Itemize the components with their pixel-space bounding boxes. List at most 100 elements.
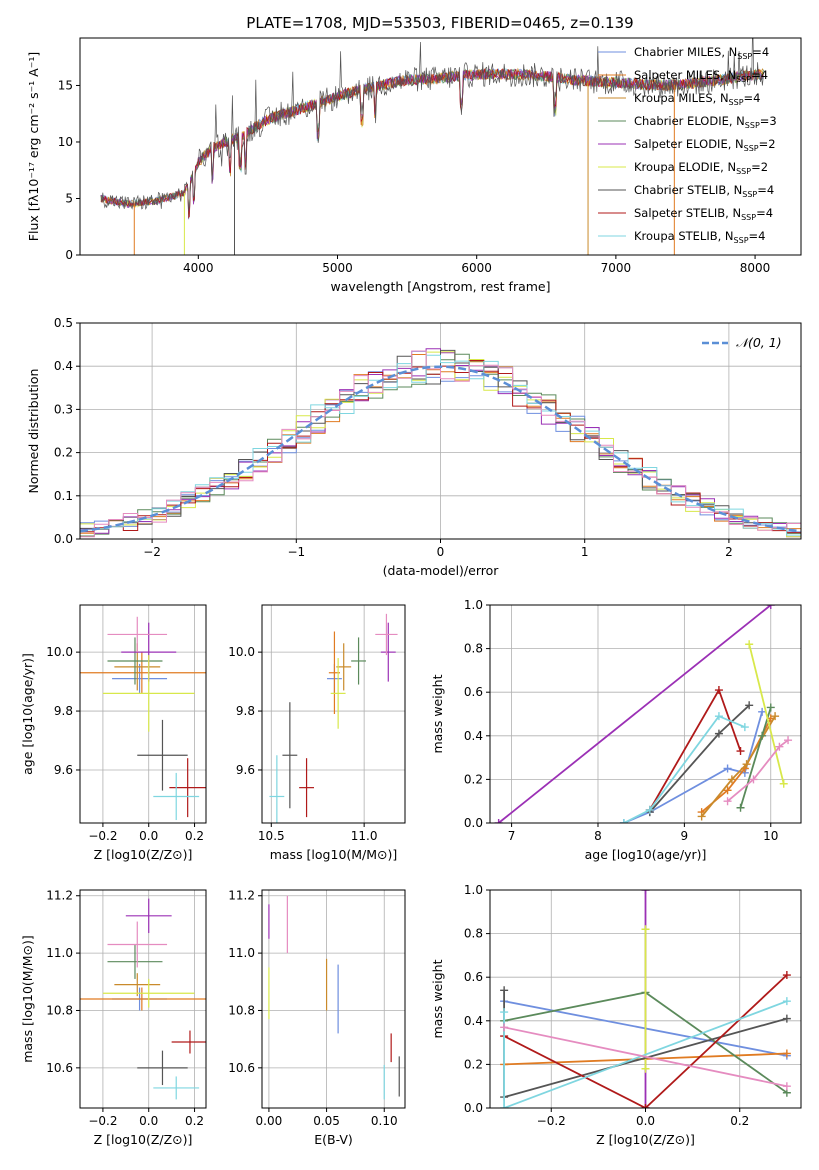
weight-point: [766, 703, 775, 712]
weight-point: [723, 786, 732, 795]
weight-point: [745, 701, 754, 710]
x-tick-label: 0.0: [139, 829, 158, 843]
weight-point: [714, 729, 723, 738]
weight-point: [714, 686, 723, 695]
x-tick-label: 0.05: [313, 1114, 340, 1128]
y-tick-label: 0.8: [464, 642, 483, 656]
axes-frame: [79, 322, 802, 540]
x-tick-label: 0.10: [371, 1114, 398, 1128]
histogram-series: [80, 354, 801, 536]
normal-curve: [80, 365, 801, 533]
x-tick-label: 11.0: [351, 829, 378, 843]
x-tick-label: 10: [763, 829, 778, 843]
panel-mass-vs-Z: −0.2 0.0 0.2 10.6 10.8 11.0 11.2 Z [log10(Z/Z⊙)…: [20, 889, 207, 1147]
plot-area: [494, 605, 793, 823]
legend-entry: Chabrier STELIB, NSSP=4: [634, 183, 774, 199]
y-tick-label: 0.4: [54, 359, 73, 373]
y-axis-label: mass weight: [430, 674, 445, 753]
weight-point: [771, 712, 780, 721]
y-tick-label: 0.4: [464, 729, 483, 743]
weight-point: [779, 779, 788, 788]
y-tick-label: 5: [65, 191, 73, 205]
y-tick-label: 0: [65, 248, 73, 262]
y-tick-label: 0.5: [54, 316, 73, 330]
axes-frame: [261, 889, 406, 1109]
y-tick-label: 10.8: [46, 1003, 73, 1017]
y-tick-label: 0.0: [464, 1101, 483, 1115]
legend-entry: Salpeter ELODIE, NSSP=2: [634, 137, 776, 153]
weight-series-line: [503, 1000, 788, 1108]
x-tick-label: 6000: [461, 261, 492, 275]
x-tick-label: 0.2: [185, 829, 204, 843]
weight-point: [500, 1023, 509, 1032]
y-axis-label: Normed distribution: [26, 369, 41, 494]
y-axis-label: mass [log10(M/M⊙)]: [20, 935, 35, 1063]
x-tick-label: 10.5: [258, 829, 285, 843]
weight-point: [782, 971, 791, 980]
axes-frame: [489, 889, 802, 1109]
weight-point: [641, 890, 650, 894]
y-tick-label: 0.6: [464, 970, 483, 984]
x-tick-label: 0.2: [730, 1114, 749, 1128]
y-tick-label: 10: [58, 135, 73, 149]
weight-point: [749, 775, 758, 784]
weight-point: [758, 731, 767, 740]
legend-entry: Salpeter STELIB, NSSP=4: [634, 206, 773, 222]
y-tick-label: 9.6: [236, 763, 255, 777]
x-tick-label: −1: [287, 545, 305, 559]
y-axis-label: mass weight: [430, 959, 445, 1038]
weight-point: [500, 1008, 509, 1017]
x-tick-label: −0.2: [537, 1114, 566, 1128]
x-tick-label: 0.0: [636, 1114, 655, 1128]
y-tick-label: 15: [58, 78, 73, 92]
weight-point: [619, 819, 628, 823]
legend-entry: Chabrier ELODIE, NSSP=3: [634, 114, 777, 130]
plot-area: [80, 348, 801, 538]
y-tick-label: 0.2: [464, 1057, 483, 1071]
plot-area: [100, 38, 764, 255]
y-tick-label: 0.2: [54, 446, 73, 460]
legend-entry: 𝒩(0, 1): [736, 335, 782, 350]
x-axis-label: age [log10(age/yr)]: [585, 847, 707, 862]
axes-frame: [261, 604, 406, 824]
weight-series-line: [727, 739, 789, 802]
weight-point: [641, 1064, 650, 1073]
weight-point: [784, 736, 793, 745]
weight-point: [782, 1014, 791, 1023]
x-tick-label: 0.2: [185, 1114, 204, 1128]
weight-point: [494, 819, 503, 823]
weight-series-line: [503, 1026, 788, 1088]
axes-frame: [79, 889, 207, 1109]
y-tick-label: 11.0: [46, 946, 73, 960]
weight-point: [782, 1082, 791, 1091]
y-tick-label: 1.0: [464, 883, 483, 897]
x-tick-label: 8: [594, 829, 602, 843]
spectrum-series-line: [100, 38, 764, 211]
weight-series-line: [748, 643, 785, 785]
x-tick-label: 1: [581, 545, 589, 559]
figure-title: PLATE=1708, MJD=53503, FIBERID=0465, z=0…: [246, 14, 633, 32]
x-tick-label: 7: [508, 829, 516, 843]
weight-point: [500, 1104, 509, 1108]
plot-area: [500, 890, 791, 1108]
y-tick-label: 9.8: [54, 704, 73, 718]
plot-area: [268, 895, 400, 1100]
panel-massweight-vs-age: 7 8 9 10 0.0 0.2 0.4 0.6 0.8 1.0 age [log10(age/yr…: [430, 598, 802, 862]
y-tick-label: 0.4: [464, 1014, 483, 1028]
weight-point: [782, 997, 791, 1006]
weight-point: [736, 803, 745, 812]
weight-point: [775, 742, 784, 751]
weight-point: [740, 723, 749, 732]
y-tick-label: 10.8: [228, 1003, 255, 1017]
plot-area: [80, 898, 206, 1100]
weight-point: [723, 797, 732, 806]
x-tick-label: 0: [437, 545, 445, 559]
weight-point: [645, 805, 654, 814]
weight-point: [758, 707, 767, 716]
y-tick-label: 9.6: [54, 763, 73, 777]
y-tick-label: 11.0: [228, 946, 255, 960]
x-axis-label: E(B-V): [314, 1132, 353, 1147]
y-tick-label: 0.0: [464, 816, 483, 830]
axes-frame: [489, 604, 802, 824]
